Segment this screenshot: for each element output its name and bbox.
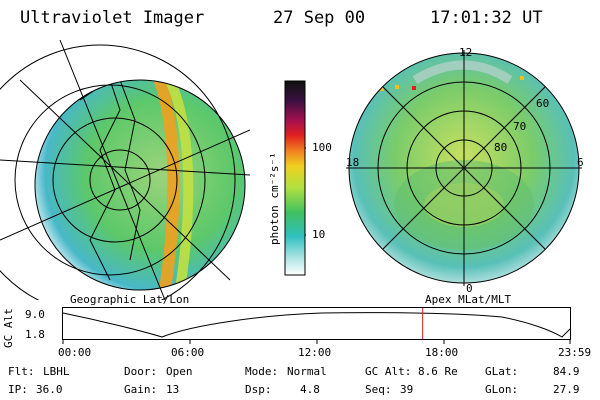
mlt-label-0: 0: [466, 282, 473, 295]
glon-label: GLon:: [485, 383, 519, 396]
xtick-2359: 23:59: [558, 346, 592, 359]
mlat-mlt-grid: [346, 50, 582, 286]
lat-label-70: 70: [513, 120, 527, 133]
colorbar-tick-100: 100: [312, 141, 332, 154]
geographic-image: [0, 40, 250, 300]
flt-value: LBHL: [43, 365, 70, 378]
altitude-ytick-max: 9.0: [25, 308, 45, 321]
door-label: Door:: [124, 365, 158, 378]
apex-image: [346, 50, 582, 286]
gain-value: 13: [166, 383, 180, 396]
altitude-ytick-min: 1.8: [25, 328, 45, 341]
glat-value: 84.9: [553, 365, 580, 378]
xtick-1200: 12:00: [298, 346, 332, 359]
time-label: 17:01:32 UT: [430, 8, 543, 28]
gcalt-label: GC Alt:: [365, 365, 412, 378]
lat-label-80: 80: [494, 141, 508, 154]
auroral-oval-band: [144, 80, 180, 290]
colorbar-tick-10: 10: [312, 228, 326, 241]
geographic-grid: [0, 40, 250, 300]
seq-label: Seq:: [365, 383, 392, 396]
lat-label-60: 60: [536, 97, 550, 110]
gcalt-value: 8.6 Re: [418, 365, 458, 378]
altitude-plot: [62, 307, 571, 344]
mode-value: Normal: [287, 365, 327, 378]
dsp-value: 4.8: [300, 383, 320, 396]
xtick-1800: 18:00: [425, 346, 459, 359]
colorbar-unit-label: photon cm⁻²s⁻¹: [268, 152, 281, 245]
apex-label: Apex MLat/MLT: [425, 293, 512, 306]
gain-label: Gain:: [124, 383, 158, 396]
flt-label: Flt:: [8, 365, 35, 378]
xtick-0000: 00:00: [58, 346, 92, 359]
coastline: [79, 80, 121, 281]
left-emission-disk: [35, 80, 245, 290]
mlt-label-18: 18: [346, 156, 360, 169]
instrument-title: Ultraviolet Imager: [20, 8, 205, 28]
mode-label: Mode:: [245, 365, 279, 378]
xtick-0600: 06:00: [171, 346, 205, 359]
mlt-label-6: 6: [577, 156, 584, 169]
altitude-ylabel: GC Alt: [2, 308, 15, 348]
ip-label: IP:: [8, 383, 28, 396]
ip-value: 36.0: [36, 383, 63, 396]
glon-value: 27.9: [553, 383, 580, 396]
door-value: Open: [166, 365, 193, 378]
mlt-label-12: 12: [459, 46, 473, 59]
altitude-curve: [62, 312, 571, 338]
colorbar: [284, 80, 306, 276]
seq-value: 39: [400, 383, 414, 396]
date-label: 27 Sep 00: [273, 8, 366, 28]
dsp-label: Dsp:: [245, 383, 272, 396]
glat-label: GLat:: [485, 365, 519, 378]
geographic-label: Geographic Lat/Lon: [70, 293, 190, 306]
